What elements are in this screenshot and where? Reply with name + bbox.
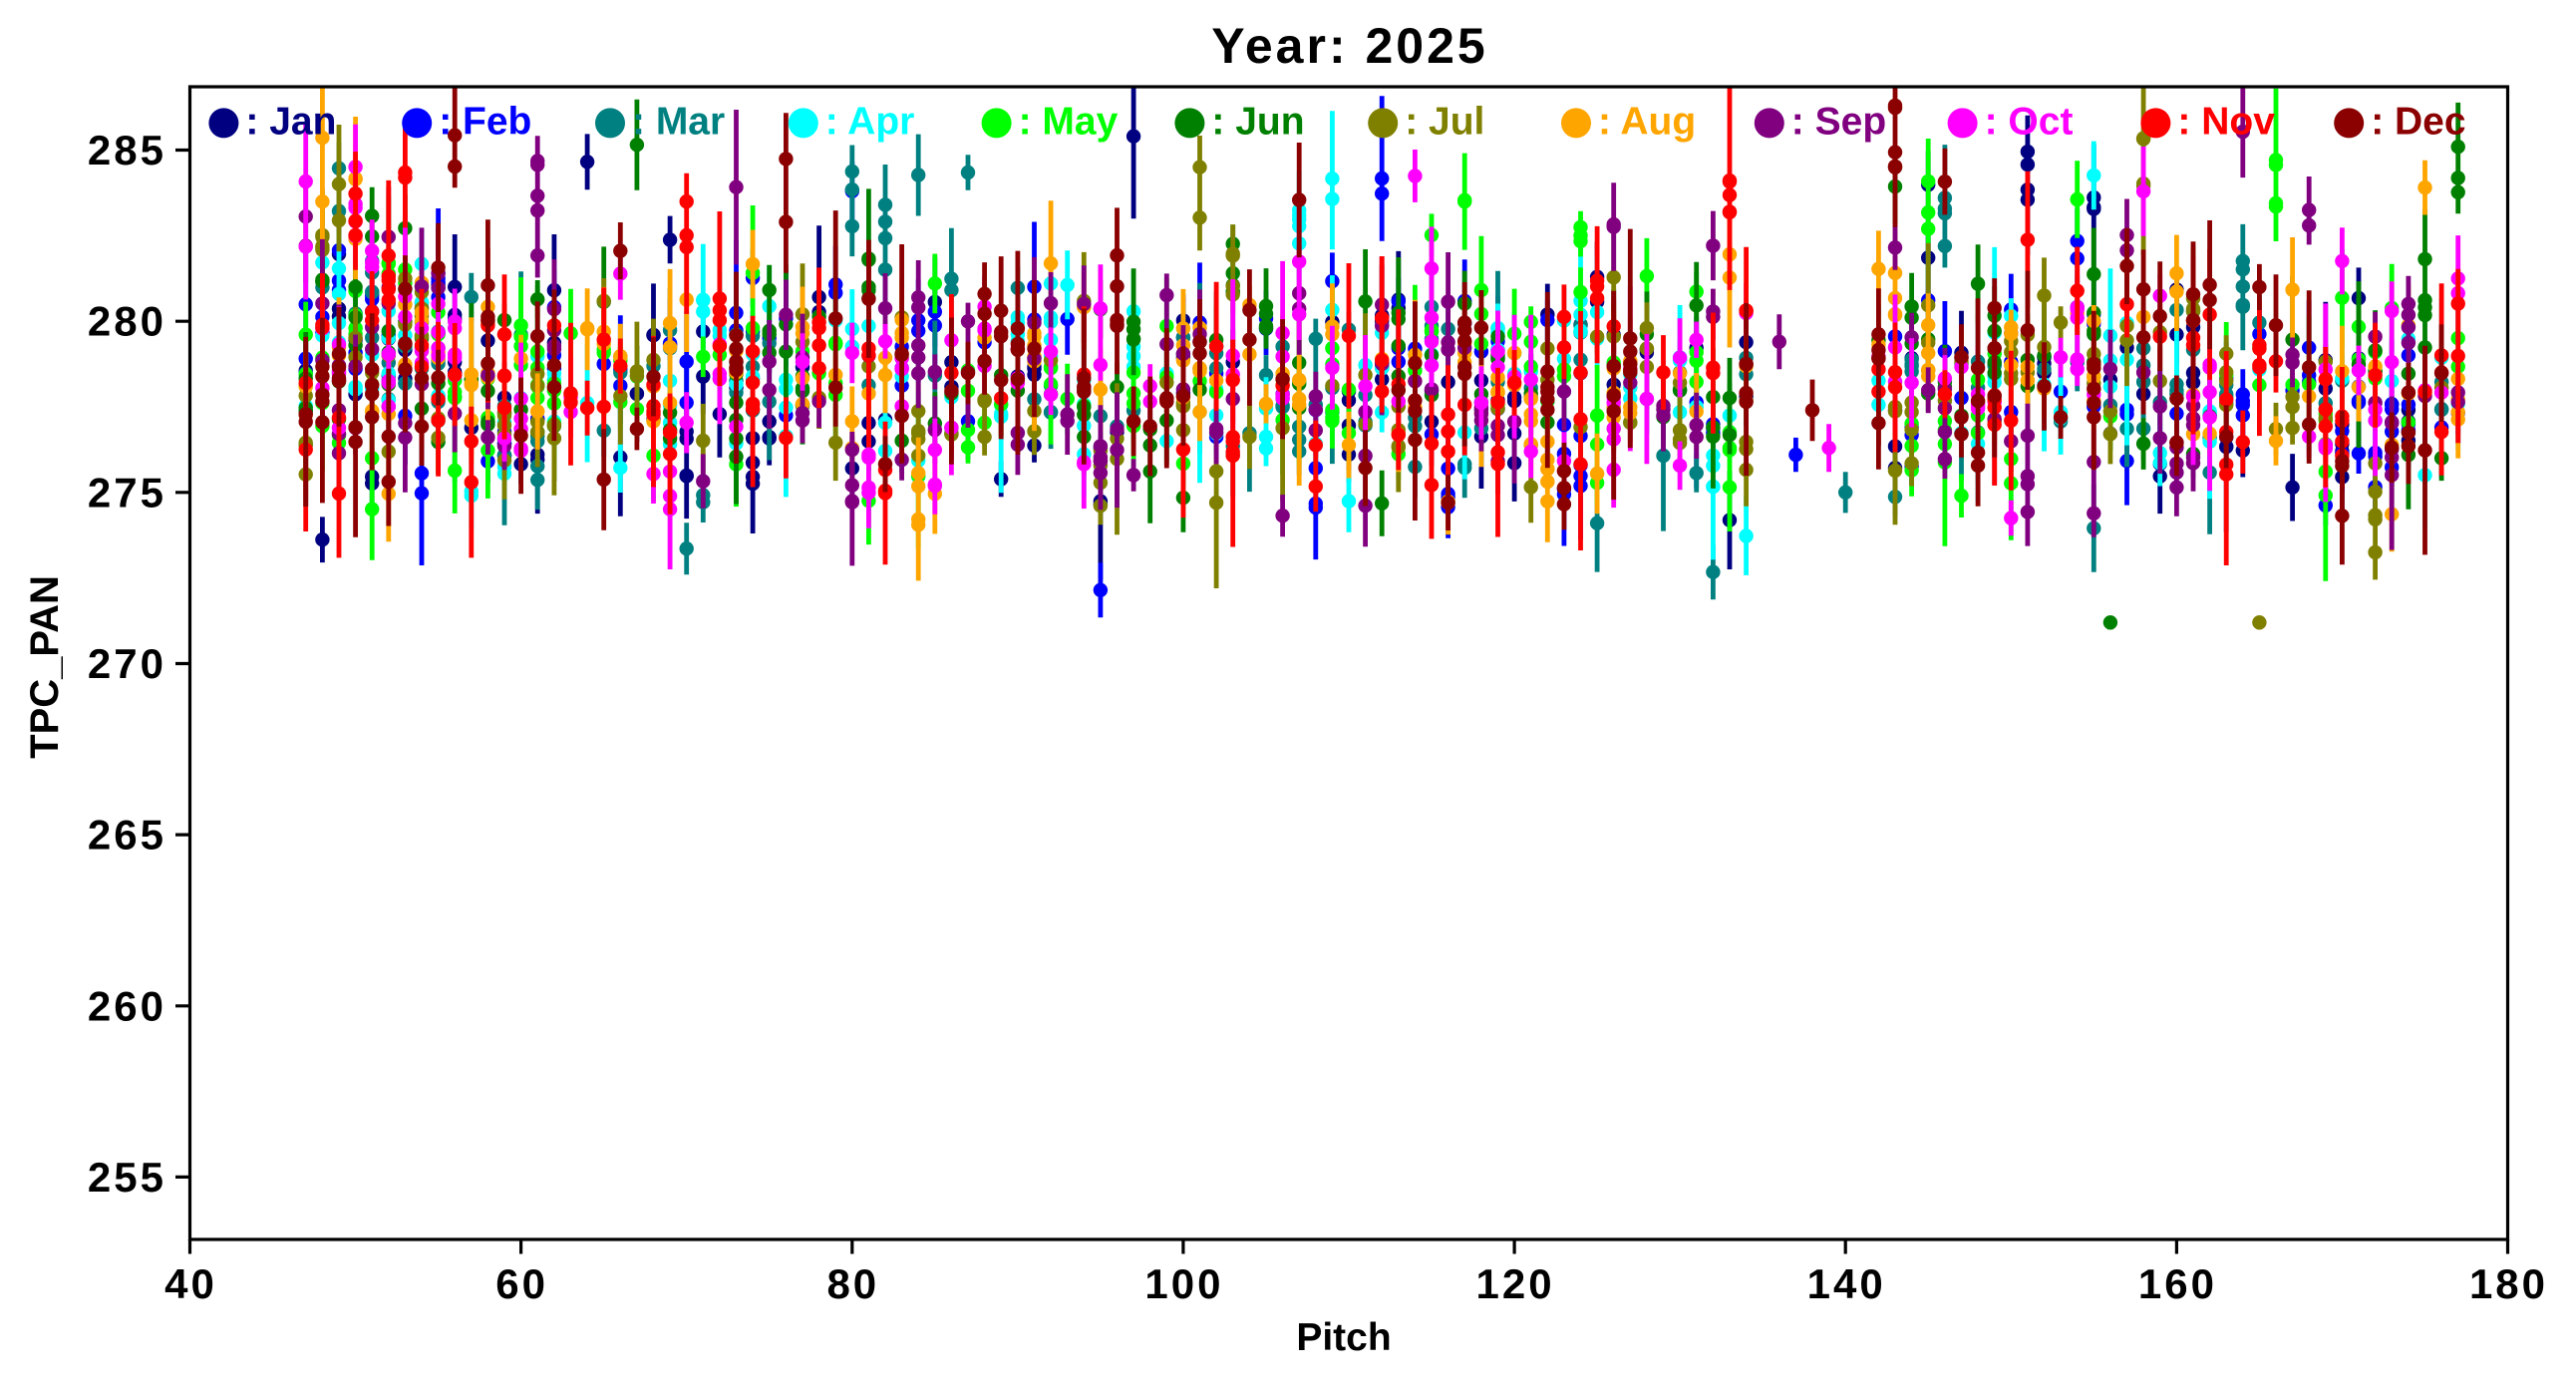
svg-text:: May: : May <box>1019 101 1119 144</box>
svg-text:60: 60 <box>495 1260 548 1307</box>
svg-text:: Feb: : Feb <box>439 101 531 144</box>
svg-text:: Jun: : Jun <box>1211 101 1304 144</box>
svg-text:Year: 2025: Year: 2025 <box>1211 18 1487 74</box>
svg-text:: Dec: : Dec <box>2371 101 2465 144</box>
svg-text:Pitch: Pitch <box>1296 1316 1391 1359</box>
svg-text:: Jan: : Jan <box>245 101 336 144</box>
svg-text:275: 275 <box>88 469 166 516</box>
svg-text:160: 160 <box>2138 1260 2217 1307</box>
svg-text:140: 140 <box>1807 1260 1886 1307</box>
svg-text:120: 120 <box>1476 1260 1555 1307</box>
svg-text:255: 255 <box>88 1154 166 1201</box>
svg-text:260: 260 <box>88 982 166 1029</box>
svg-text:280: 280 <box>88 298 166 345</box>
svg-text:40: 40 <box>164 1260 217 1307</box>
svg-text:: Apr: : Apr <box>825 101 915 144</box>
svg-text:285: 285 <box>88 127 166 174</box>
svg-text:: Oct: : Oct <box>1985 101 2074 144</box>
svg-text:: Sep: : Sep <box>1791 101 1886 144</box>
svg-text:80: 80 <box>826 1260 879 1307</box>
svg-text:180: 180 <box>2469 1260 2548 1307</box>
svg-text:: Mar: : Mar <box>632 101 725 144</box>
svg-text:: Nov: : Nov <box>2177 101 2275 144</box>
svg-text:270: 270 <box>88 640 166 687</box>
svg-text:TPC_PAN: TPC_PAN <box>23 575 67 759</box>
svg-text:: Jul: : Jul <box>1405 101 1484 144</box>
svg-text:265: 265 <box>88 812 166 859</box>
svg-text:100: 100 <box>1144 1260 1223 1307</box>
svg-text:: Aug: : Aug <box>1598 101 1696 144</box>
